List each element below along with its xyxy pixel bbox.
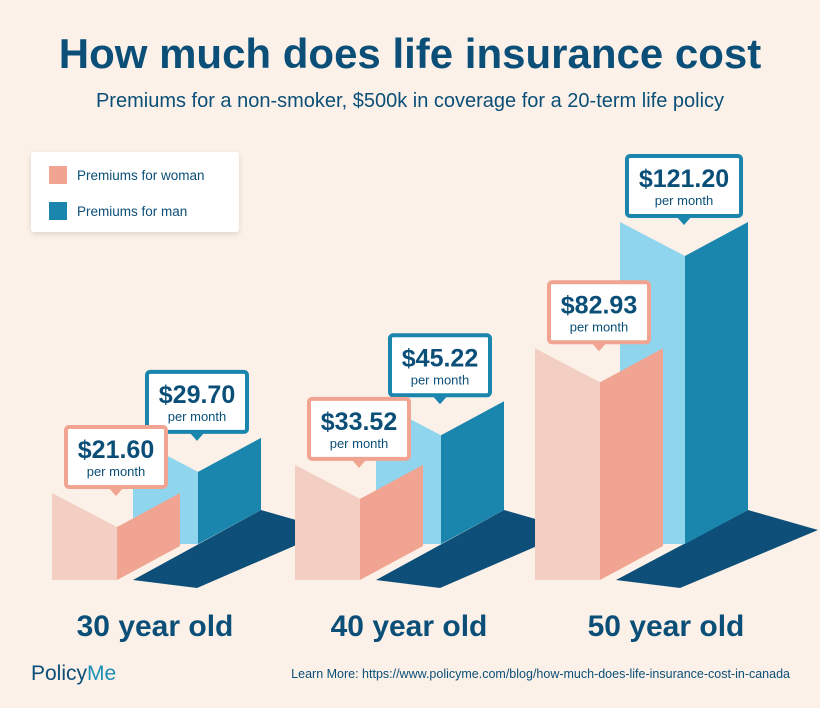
learn-more-link[interactable]: Learn More: https://www.policyme.com/blo…: [291, 667, 790, 681]
data-label-woman-2-pointer: [351, 458, 367, 468]
policyme-logo: PolicyMe: [31, 662, 116, 686]
data-label-man-1-pointer: [189, 431, 205, 441]
data-label-man-2-unit: per month: [411, 372, 470, 387]
bar-woman-1: [52, 493, 180, 580]
bar-woman-2-side: [295, 464, 360, 580]
data-label-man-2-pointer: [432, 395, 448, 405]
data-label-man-3-pointer: [676, 215, 692, 225]
data-label-woman-3-unit: per month: [570, 319, 629, 334]
category-label-2: 40 year old: [331, 610, 488, 643]
chart-subtitle: Premiums for a non-smoker, $500k in cove…: [95, 90, 725, 112]
data-label-woman-2-unit: per month: [330, 436, 389, 451]
bar-woman-3: [535, 348, 663, 580]
brand-main: Policy: [31, 662, 88, 685]
legend-label-man: Premiums for man: [77, 203, 188, 219]
legend-label-woman: Premiums for woman: [77, 167, 205, 183]
data-label-man-2-value: $45.22: [402, 344, 478, 372]
bar-man-1-front: [198, 437, 261, 544]
legend-swatch-woman: [49, 166, 67, 184]
bar-shadow-2: [376, 510, 574, 588]
legend-swatch-man: [49, 202, 67, 220]
data-label-woman-3-pointer: [591, 342, 607, 352]
category-label-1: 30 year old: [77, 610, 234, 643]
category-label-3: 50 year old: [588, 610, 745, 643]
bar-woman-2: [295, 464, 423, 580]
data-label-woman-1-pointer: [108, 487, 124, 497]
data-label-man-1-unit: per month: [168, 409, 227, 424]
bar-shadow-3: [616, 510, 818, 588]
bar-woman-1-front: [117, 493, 180, 580]
data-label-woman-3-value: $82.93: [561, 291, 637, 319]
data-label-woman-2-value: $33.52: [321, 408, 397, 436]
legend-item-man: Premiums for man: [49, 202, 187, 220]
bar-woman-2-front: [360, 464, 423, 580]
data-label-woman-1-unit: per month: [87, 464, 146, 479]
data-label-man-3-unit: per month: [655, 193, 714, 208]
data-label-man-1-value: $29.70: [159, 381, 235, 409]
chart-title: How much does life insurance cost: [58, 30, 762, 77]
data-label-woman-1-value: $21.60: [78, 436, 154, 464]
bar-man-2-front: [441, 401, 504, 544]
bar-shadow-1: [133, 510, 331, 588]
bar-man-3-front: [685, 221, 748, 544]
bar-woman-3-front: [600, 348, 663, 580]
bar-woman-3-side: [535, 348, 600, 580]
legend: Premiums for woman Premiums for man: [31, 152, 239, 232]
legend-item-woman: Premiums for woman: [49, 166, 205, 184]
brand-accent: Me: [87, 662, 117, 685]
bar-woman-1-side: [52, 493, 117, 580]
data-label-man-3-value: $121.20: [639, 165, 729, 193]
